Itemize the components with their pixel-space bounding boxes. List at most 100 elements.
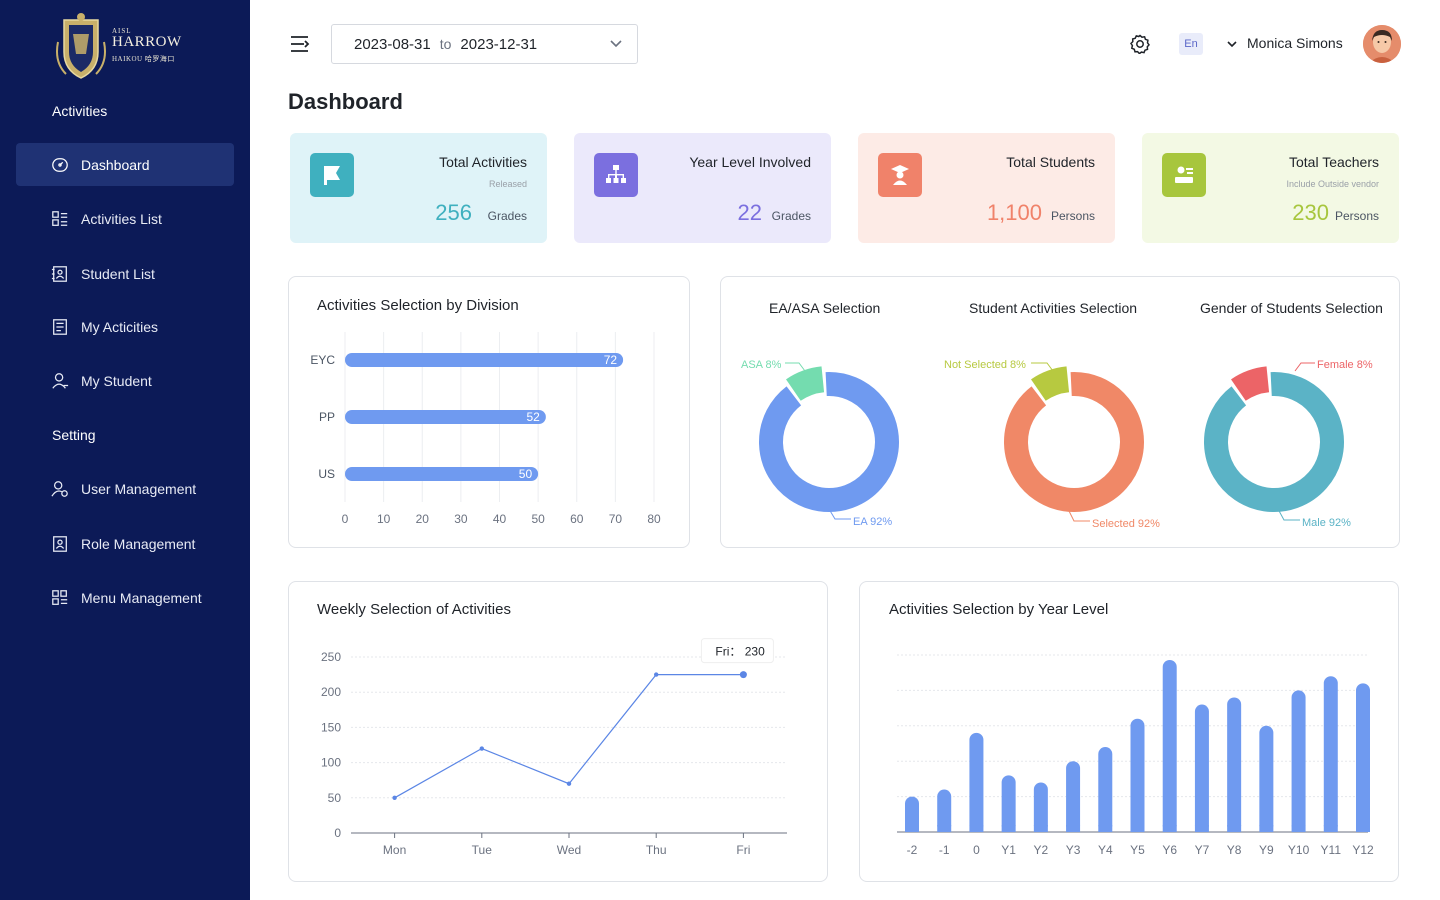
bar xyxy=(345,467,539,481)
dashboard-icon xyxy=(50,155,70,175)
bar xyxy=(969,732,984,832)
gear-icon[interactable] xyxy=(1130,34,1150,54)
sidebar-item-dashboard[interactable]: Dashboard xyxy=(16,143,234,186)
bar-base xyxy=(969,825,984,832)
menu-grid-icon xyxy=(50,588,70,608)
list-icon xyxy=(50,209,70,229)
label-leader-line xyxy=(1067,508,1090,522)
date-end: 2023-12-31 xyxy=(460,35,538,53)
tooltip-text: Fri： 230 xyxy=(715,645,765,659)
y-tick-label: 50 xyxy=(328,791,342,805)
card-title: Year Level Involved xyxy=(689,154,811,170)
data-point xyxy=(654,672,659,677)
card-title: Total Activities xyxy=(439,154,527,170)
sidebar-item-user-management[interactable]: User Management xyxy=(16,467,234,510)
bar xyxy=(1098,747,1113,832)
language-switch[interactable]: En xyxy=(1179,33,1203,55)
bar-base xyxy=(1162,825,1177,832)
x-tick-label: 0 xyxy=(973,843,980,857)
bar xyxy=(345,353,624,367)
bar xyxy=(905,796,919,832)
x-tick-label: -2 xyxy=(907,843,918,857)
teacher-icon xyxy=(1162,153,1206,197)
weekly-line-chart: 0 50 100 150 200 250 Mon Tue Wed Thu Fri Fri： 230 xyxy=(321,638,787,857)
document-icon xyxy=(50,317,70,337)
data-point xyxy=(479,746,484,751)
bar-base xyxy=(1130,825,1145,832)
card-value: 230 xyxy=(1292,200,1329,225)
x-tick-label: 30 xyxy=(454,512,468,526)
x-tick-label: Y1 xyxy=(1001,843,1016,857)
harrow-logo[interactable]: AISL HARROW HAIKOU 哈罗海口 xyxy=(56,12,196,82)
card-subtitle: Released xyxy=(488,179,527,189)
x-tick-label: 20 xyxy=(416,512,430,526)
section-activities: Activities xyxy=(52,103,108,119)
x-tick-label: Y9 xyxy=(1259,843,1274,857)
section-setting: Setting xyxy=(52,427,96,443)
donut-slice xyxy=(759,372,899,512)
year-level-chart-panel: Activities Selection by Year Level -2 -1 0… xyxy=(859,581,1399,882)
y-tick-label: PP xyxy=(319,410,335,424)
x-tick-label: Fri xyxy=(736,843,750,857)
sidebar-item-label: Dashboard xyxy=(81,156,150,173)
label-leader-line xyxy=(785,362,806,372)
bar-base xyxy=(1227,825,1242,832)
slice-label: Male 92% xyxy=(1302,517,1351,529)
x-tick-label: Y3 xyxy=(1066,843,1081,857)
bar xyxy=(1227,697,1242,832)
menu-toggle-icon[interactable] xyxy=(290,35,310,53)
x-tick-label: Mon xyxy=(383,843,406,857)
sidebar-item-label: My Acticities xyxy=(81,318,159,335)
x-tick-label: Y5 xyxy=(1130,843,1145,857)
sidebar-item-label: Student List xyxy=(81,265,155,282)
y-tick-label: 0 xyxy=(334,826,341,840)
x-tick-label: Y10 xyxy=(1288,843,1310,857)
tooltip-box xyxy=(700,638,774,664)
student-list-icon xyxy=(50,264,70,284)
bar xyxy=(1033,782,1048,832)
card-value: 256 xyxy=(435,200,472,225)
x-tick-label: 60 xyxy=(570,512,584,526)
label-leader-line xyxy=(1277,508,1300,521)
avatar[interactable] xyxy=(1363,25,1401,63)
sidebar: AISL HARROW HAIKOU 哈罗海口 Activities Dashb… xyxy=(0,0,250,900)
chevron-down-icon[interactable] xyxy=(1226,38,1238,50)
sidebar-item-activities-list[interactable]: Activities List xyxy=(16,197,234,240)
bar-base xyxy=(1194,825,1209,832)
user-name[interactable]: Monica Simons xyxy=(1247,35,1343,51)
user-gear-icon xyxy=(50,479,70,499)
year-level-bar-chart: -2 -1 0 Y1 Y2 Y3 Y4 Y5 Y6 Y7 Y8 Y9 Y10 Y11 Y12 xyxy=(897,654,1374,857)
x-tick-label: Y11 xyxy=(1321,843,1342,857)
sidebar-item-label: Role Management xyxy=(81,535,196,552)
division-bar-chart: 0 10 20 30 40 50 60 70 80 EYC 72 PP 52 US 50 xyxy=(310,332,661,526)
weekly-chart-title: Weekly Selection of Activities xyxy=(317,601,511,618)
sidebar-item-role-management[interactable]: Role Management xyxy=(16,522,234,565)
stat-card-total-activities: Total Activities Released 256 Grades xyxy=(290,133,547,243)
donut-title-ea-asa: EA/ASA Selection xyxy=(769,300,881,316)
bar-base xyxy=(1356,825,1370,832)
donut-charts-panel: EA/ASA Selection Student Activities Sele… xyxy=(720,276,1400,548)
x-tick-label: Y8 xyxy=(1227,843,1242,857)
x-tick-label: Y12 xyxy=(1352,843,1374,857)
card-value: 22 xyxy=(737,200,762,225)
x-tick-label: Thu xyxy=(646,843,667,857)
sidebar-item-my-student[interactable]: My Student xyxy=(16,359,234,402)
y-tick-label: 100 xyxy=(321,756,341,770)
card-value: 1,100 xyxy=(986,200,1042,225)
stat-card-total-teachers: Total Teachers Include Outside vendor 23… xyxy=(1142,133,1399,243)
sidebar-item-menu-management[interactable]: Menu Management xyxy=(16,576,234,619)
flag-icon xyxy=(310,153,354,197)
student-icon xyxy=(878,153,922,197)
sidebar-item-student-list[interactable]: Student List xyxy=(16,252,234,295)
date-range-picker[interactable]: 2023-08-31 to 2023-12-31 xyxy=(331,24,638,64)
y-tick-label: 250 xyxy=(321,650,341,664)
y-tick-label: EYC xyxy=(310,353,335,367)
brand-line3: HAIKOU 哈罗海口 xyxy=(112,55,175,63)
x-tick-label: 70 xyxy=(609,512,623,526)
sidebar-item-my-activities[interactable]: My Acticities xyxy=(16,305,234,348)
slice-label: ASA 8% xyxy=(741,359,782,371)
x-tick-label: Y7 xyxy=(1195,843,1210,857)
label-leader-line xyxy=(1294,362,1315,372)
card-unit: Grades xyxy=(487,209,527,223)
stat-card-total-students: Total Students 1,100 Persons xyxy=(858,133,1115,243)
